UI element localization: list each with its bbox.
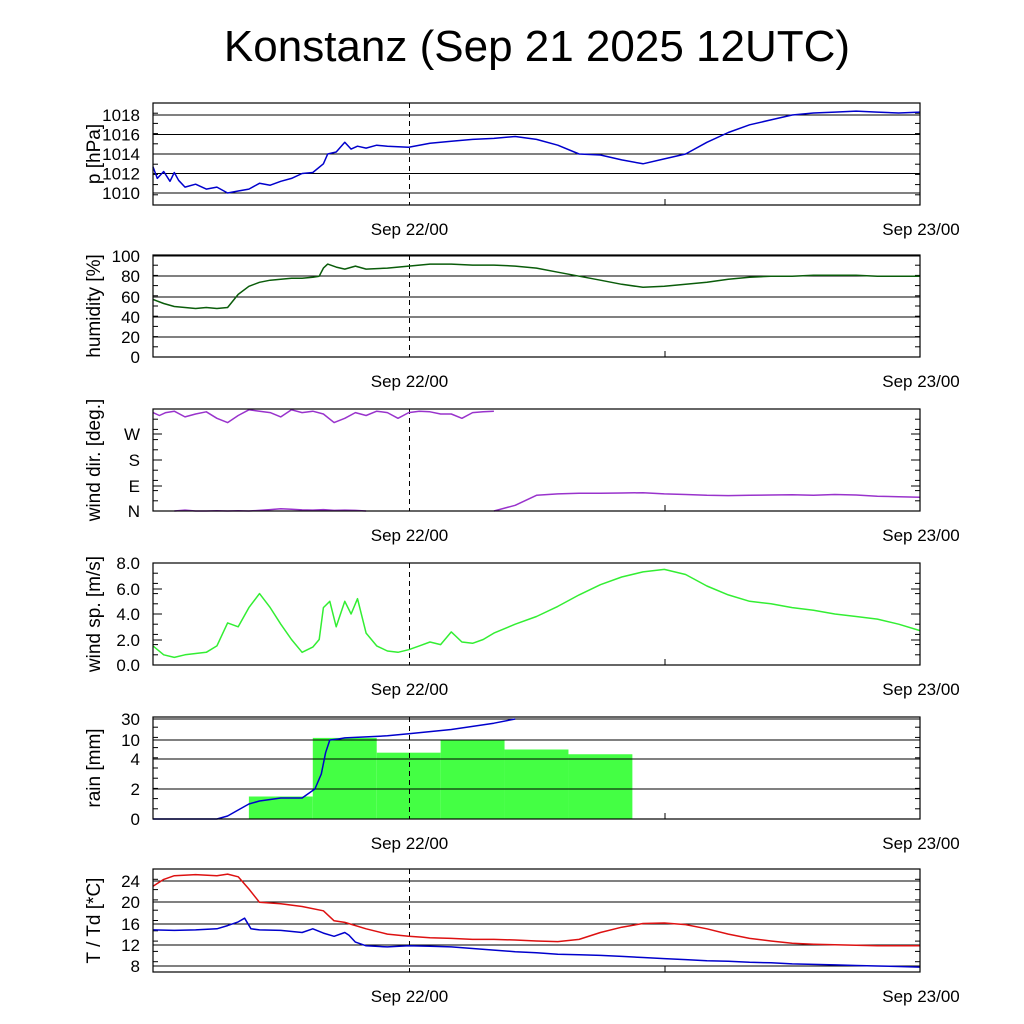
x-tick-label: Sep 22/00 [371, 834, 449, 853]
rain-bar-1 [248, 796, 313, 819]
y-tick-label: E [129, 477, 140, 496]
y-tick-label: 1012 [102, 165, 140, 184]
x-tick-label: Sep 22/00 [371, 372, 449, 391]
y-tick-label: 6.0 [116, 580, 140, 599]
y-tick-label: 100 [112, 247, 140, 266]
series-line-2 [152, 917, 921, 968]
y-tick-label: 40 [121, 308, 140, 327]
y-tick-label: 1018 [102, 106, 140, 125]
y-axis-label: wind dir. [deg.] [84, 399, 105, 523]
y-tick-label: 2 [131, 780, 140, 799]
rain-bar-4 [440, 740, 505, 819]
y-tick-label: N [128, 502, 140, 521]
y-tick-label: 1014 [102, 145, 140, 164]
y-tick-label: 2.0 [116, 631, 140, 650]
plot-frame [152, 716, 921, 820]
series-line-3 [493, 491, 921, 512]
plot-frame [152, 562, 921, 666]
y-tick-label: 0 [131, 348, 140, 367]
y-tick-label: 16 [121, 915, 140, 934]
rain-bar-6 [568, 754, 633, 819]
y-axis-label: wind sp. [m/s] [84, 556, 105, 673]
x-tick-label: Sep 22/00 [371, 526, 449, 545]
y-tick-label: 20 [121, 893, 140, 912]
panel-5: 0 2 410 30 rain [mm] Sep 22/00 Sep 23/00 [84, 710, 960, 853]
y-tick-label: 20 [121, 328, 140, 347]
y-tick-label: 0 [131, 810, 140, 829]
chart-title: Konstanz (Sep 21 2025 12UTC) [223, 22, 851, 71]
y-tick-label: 80 [121, 267, 140, 286]
x-tick-label: Sep 23/00 [882, 987, 960, 1006]
series-line-1 [152, 110, 921, 194]
x-tick-label: Sep 23/00 [882, 526, 960, 545]
y-tick-label: 60 [121, 288, 140, 307]
y-axis-label: rain [mm] [84, 728, 105, 807]
plot-frame [152, 254, 921, 358]
x-tick-label: Sep 22/00 [371, 680, 449, 699]
series-line-1 [152, 409, 494, 424]
series-line-1 [152, 873, 920, 947]
x-tick-label: Sep 23/00 [882, 680, 960, 699]
y-tick-label: 10 [121, 731, 140, 750]
panel-6: 8 12 16 20 24 T / Td [*C] Sep 22/00 Sep 23/00 [84, 868, 960, 1006]
series-line-1 [153, 718, 516, 820]
y-tick-label: 4.0 [116, 605, 140, 624]
plot-frame [152, 408, 921, 512]
rain-bar-3 [376, 752, 441, 819]
rain-bar-5 [504, 749, 569, 819]
rain-bar-2 [312, 737, 377, 819]
y-tick-label: 12 [121, 936, 140, 955]
plot-frame [152, 868, 921, 973]
y-tick-label: 30 [121, 710, 140, 729]
y-axis-label: p [hPa] [84, 124, 105, 184]
panel-4: 0.0 2.0 4.0 6.0 8.0 wind sp. [m/s] Sep 22/00 Se… [84, 554, 960, 699]
y-axis-label: T / Td [*C] [84, 878, 105, 964]
x-tick-label: Sep 22/00 [371, 220, 449, 239]
y-tick-label: 8 [131, 957, 140, 976]
y-axis-label: humidity [%] [84, 254, 105, 357]
y-tick-label: 0.0 [116, 656, 140, 675]
y-tick-label: 1010 [102, 184, 140, 203]
y-tick-label: W [124, 425, 140, 444]
x-tick-label: Sep 23/00 [882, 834, 960, 853]
y-tick-label: S [129, 451, 140, 470]
y-tick-label: 4 [131, 750, 140, 769]
x-tick-label: Sep 23/00 [882, 372, 960, 391]
series-line-1 [152, 568, 921, 659]
y-tick-label: 24 [121, 872, 140, 891]
series-line-1 [152, 263, 920, 310]
plot-frame [152, 102, 921, 206]
y-tick-label: 8.0 [116, 554, 140, 573]
x-tick-label: Sep 23/00 [882, 220, 960, 239]
x-tick-label: Sep 22/00 [371, 987, 449, 1006]
y-tick-label: 1016 [102, 126, 140, 145]
